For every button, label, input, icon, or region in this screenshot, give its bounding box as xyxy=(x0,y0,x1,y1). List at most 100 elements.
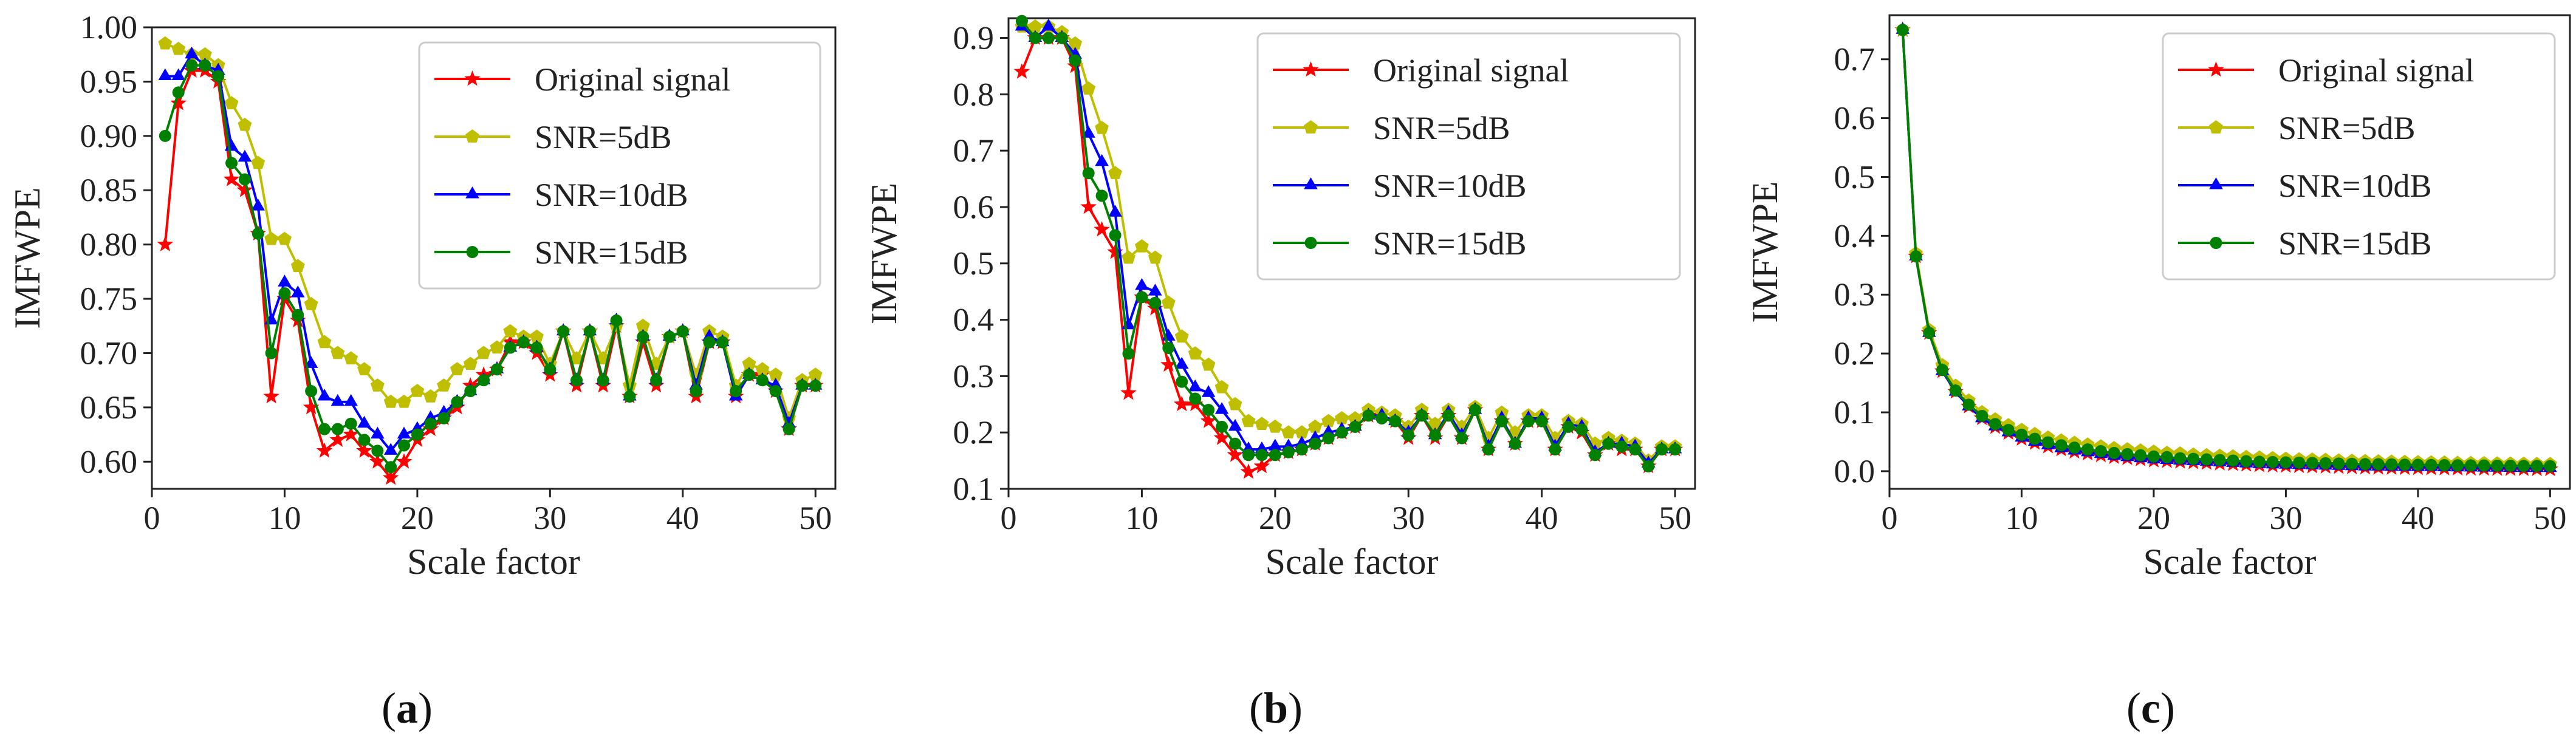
y-tick-label: 1.00 xyxy=(80,9,138,46)
data-point-snr10 xyxy=(1201,385,1216,397)
data-point-snr10 xyxy=(158,68,173,80)
legend-label-snr5: SNR=5dB xyxy=(1373,110,1510,146)
x-tick-label: 30 xyxy=(1392,500,1425,536)
data-point-snr5 xyxy=(198,47,212,61)
data-point-snr5 xyxy=(397,394,411,408)
data-point-snr15 xyxy=(1042,32,1055,44)
data-point-snr15 xyxy=(2147,450,2160,463)
legend-label-original: Original signal xyxy=(535,61,730,98)
data-point-snr15 xyxy=(2280,456,2292,469)
data-point-snr15 xyxy=(1416,409,1428,422)
y-tick-label: 0.6 xyxy=(1834,100,1875,137)
data-point-snr15 xyxy=(2240,455,2253,468)
data-point-snr5 xyxy=(1281,425,1296,438)
data-point-snr15 xyxy=(1429,429,1442,441)
data-point-snr15 xyxy=(172,86,185,99)
data-point-snr5 xyxy=(1348,411,1362,424)
legend-marker-original xyxy=(464,70,481,86)
data-point-snr10 xyxy=(1135,278,1149,290)
legend-label-snr15: SNR=15dB xyxy=(535,234,688,271)
data-point-snr15 xyxy=(1202,404,1215,417)
data-point-snr15 xyxy=(1229,437,1242,450)
data-point-snr10 xyxy=(1214,402,1229,414)
data-point-snr15 xyxy=(756,374,769,387)
data-point-snr15 xyxy=(2253,455,2266,468)
data-point-snr15 xyxy=(637,330,649,343)
data-point-snr15 xyxy=(2451,459,2464,472)
data-point-snr10 xyxy=(251,199,265,211)
caption-a: (a) xyxy=(382,684,433,732)
y-tick-label: 0.5 xyxy=(953,245,995,282)
legend-label-snr10: SNR=10dB xyxy=(535,177,688,213)
data-point-snr15 xyxy=(2015,428,2028,441)
data-point-snr10 xyxy=(1268,438,1283,451)
x-tick-label: 40 xyxy=(2402,500,2434,536)
y-tick-label: 0.1 xyxy=(1834,394,1875,431)
data-point-snr15 xyxy=(783,423,795,435)
data-point-snr15 xyxy=(1189,392,1202,405)
data-point-snr15 xyxy=(1456,432,1468,445)
legend-marker-snr15 xyxy=(466,246,479,258)
data-point-snr5 xyxy=(317,335,332,349)
data-point-snr15 xyxy=(1389,415,1402,428)
data-point-snr15 xyxy=(1602,437,1615,450)
legend-label-snr5: SNR=5dB xyxy=(2278,110,2416,146)
data-point-snr15 xyxy=(2399,458,2411,471)
data-point-original xyxy=(1240,463,1257,479)
data-point-snr15 xyxy=(199,59,211,72)
data-point-snr15 xyxy=(1949,384,1962,397)
data-point-snr15 xyxy=(2306,457,2318,469)
data-point-snr10 xyxy=(1188,379,1202,392)
data-point-snr5 xyxy=(224,96,239,109)
data-point-snr15 xyxy=(2174,452,2187,465)
series-snr15 xyxy=(1896,24,2557,472)
data-point-snr10 xyxy=(185,46,199,59)
data-point-snr15 xyxy=(1282,446,1295,458)
legend-label-snr15: SNR=15dB xyxy=(2278,225,2432,262)
data-point-snr5 xyxy=(383,394,398,408)
data-point-snr15 xyxy=(1976,409,1989,422)
data-point-snr15 xyxy=(1015,15,1028,27)
data-point-snr15 xyxy=(1109,229,1122,242)
data-point-original xyxy=(1200,412,1217,428)
data-point-snr15 xyxy=(424,417,437,430)
data-point-snr15 xyxy=(716,336,729,349)
data-point-snr5 xyxy=(1095,121,1109,134)
data-point-snr5 xyxy=(450,362,464,375)
data-point-snr15 xyxy=(411,428,423,441)
data-point-snr10 xyxy=(171,68,185,80)
data-point-snr15 xyxy=(2491,459,2504,472)
legend-marker-original xyxy=(1303,61,1319,77)
data-point-snr15 xyxy=(1482,443,1495,456)
data-point-snr15 xyxy=(265,347,278,359)
plot-area xyxy=(151,26,837,490)
data-point-snr15 xyxy=(2055,439,2067,452)
data-point-snr15 xyxy=(597,374,609,387)
data-point-snr15 xyxy=(1122,347,1135,360)
y-tick-label: 0.5 xyxy=(1834,158,1875,195)
data-point-snr15 xyxy=(650,374,663,387)
y-tick-label: 0.75 xyxy=(80,281,138,317)
data-point-snr15 xyxy=(478,374,490,387)
data-point-snr5 xyxy=(1081,81,1096,95)
data-point-snr5 xyxy=(808,367,823,381)
data-point-snr15 xyxy=(371,445,384,457)
data-point-snr15 xyxy=(305,385,318,398)
legend-box xyxy=(418,41,821,290)
data-point-snr5 xyxy=(1161,295,1176,309)
data-point-snr15 xyxy=(1176,375,1188,388)
x-tick-label: 10 xyxy=(268,500,301,536)
data-point-original xyxy=(369,453,386,469)
data-point-snr15 xyxy=(2068,441,2081,454)
legend-marker-snr10 xyxy=(2209,177,2223,189)
data-point-snr15 xyxy=(1349,420,1362,433)
data-point-snr15 xyxy=(1322,432,1335,445)
data-point-snr5 xyxy=(1308,419,1323,433)
y-tick-label: 0.3 xyxy=(953,358,995,394)
data-point-snr15 xyxy=(1962,398,1975,411)
caption-c: (c) xyxy=(2126,684,2175,732)
data-point-snr5 xyxy=(1228,397,1242,411)
y-tick-label: 0.0 xyxy=(1834,453,1875,489)
legend-label-snr15: SNR=15dB xyxy=(1373,225,1527,262)
data-point-snr15 xyxy=(2411,458,2424,471)
